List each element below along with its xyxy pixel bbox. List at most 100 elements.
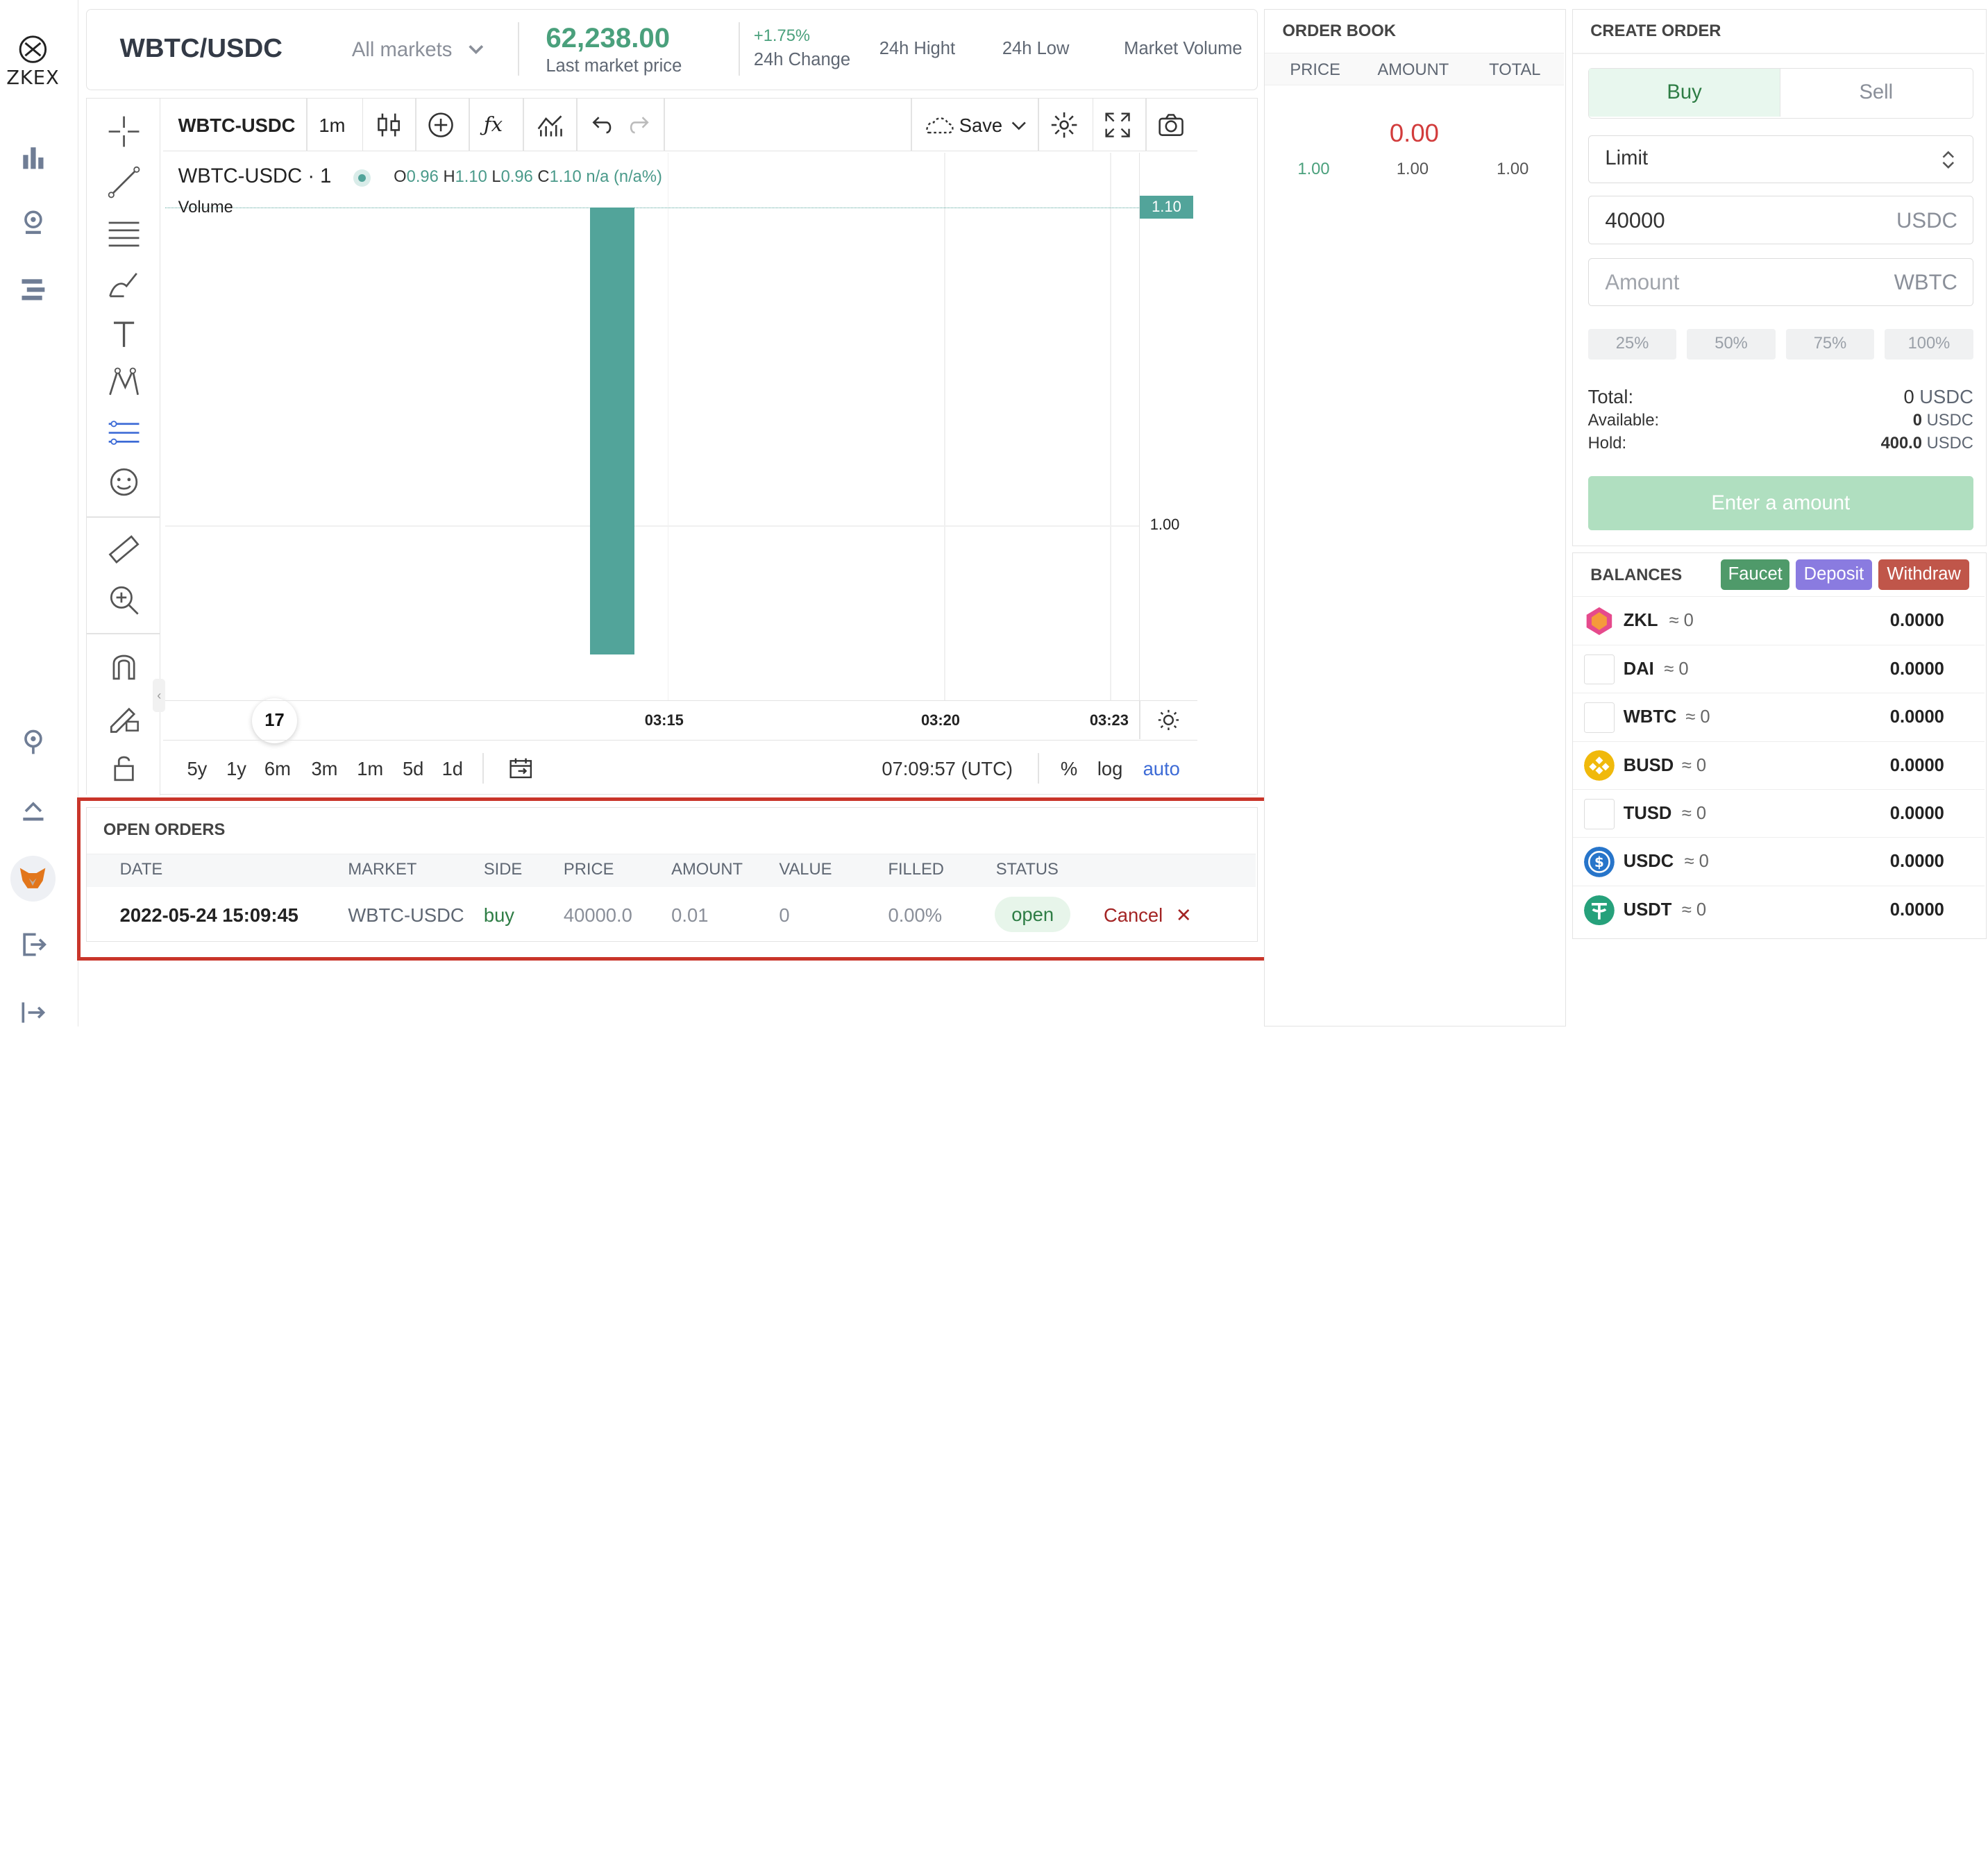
divider [362, 98, 364, 152]
tab-sell[interactable]: Sell [1780, 68, 1971, 117]
redo-icon[interactable] [625, 111, 652, 139]
amount-input[interactable]: Amount WBTC [1587, 257, 1973, 307]
range-1m[interactable]: 1m [357, 758, 384, 780]
ruler-icon[interactable] [106, 532, 142, 567]
left-nav: ZKEX [0, 0, 79, 1028]
bar-chart-icon[interactable] [18, 142, 49, 173]
brush-icon[interactable] [106, 266, 142, 301]
crosshair-icon[interactable] [106, 114, 142, 149]
chart-plot[interactable]: WBTC-USDC · 1 O0.96 H1.10 L0.96 C1.10 n/… [165, 153, 1140, 744]
indicators-icon[interactable]: ƒx [483, 112, 503, 136]
volume-label: Market Volume [1124, 38, 1242, 58]
wallet-icon[interactable] [18, 207, 49, 237]
logout-icon[interactable] [18, 929, 49, 960]
order-date: 2022-05-24 15:09:45 [119, 904, 298, 927]
range-5d[interactable]: 5d [402, 758, 424, 780]
range-3m[interactable]: 3m [311, 758, 338, 780]
cancel-label: Cancel [1103, 904, 1163, 927]
price-tag: 1.10 [1140, 196, 1193, 219]
list-icon[interactable] [18, 274, 49, 305]
divider [738, 22, 740, 76]
tradingview-logo[interactable]: 17 [251, 698, 298, 744]
expand-icon[interactable] [18, 997, 49, 1028]
column-header: DATE [119, 861, 163, 879]
logo-text: ZKEX [6, 67, 60, 89]
cloud-icon[interactable] [921, 111, 957, 139]
percent-scale-toggle[interactable]: % [1060, 758, 1078, 780]
utc-clock[interactable]: 07:09:57 (UTC) [882, 758, 1013, 780]
auto-scale-toggle[interactable]: auto [1143, 758, 1180, 780]
text-tool-icon[interactable] [106, 316, 142, 352]
compare-add-icon[interactable] [427, 111, 455, 139]
log-scale-toggle[interactable]: log [1097, 758, 1123, 780]
deposit-button[interactable]: Deposit [1796, 559, 1872, 591]
total-value: 0 [1903, 386, 1914, 408]
save-chevron-icon[interactable] [1010, 111, 1028, 139]
token-approx: ≈ 0 [1685, 707, 1710, 727]
tab-buy[interactable]: Buy [1588, 68, 1780, 117]
order-type-select[interactable]: Limit [1587, 135, 1973, 183]
wbtc-token-icon [1584, 702, 1615, 733]
order-book-header: PRICE AMOUNT TOTAL [1264, 52, 1564, 86]
chevron-down-icon[interactable] [467, 41, 485, 59]
column-header: AMOUNT [671, 861, 743, 879]
symbol-search[interactable]: WBTC-USDC [178, 115, 296, 137]
price-axis[interactable]: 1.10 1.00 [1139, 153, 1197, 701]
percent-50-button[interactable]: 50% [1687, 329, 1776, 360]
emoji-icon[interactable] [106, 464, 142, 500]
range-1d[interactable]: 1d [441, 758, 464, 780]
time-axis[interactable]: 03:15 03:20 03:23 [165, 700, 1198, 739]
upload-icon[interactable] [18, 796, 49, 827]
divider [415, 98, 417, 152]
price-input[interactable]: 40000 USDC [1587, 196, 1973, 244]
range-6m[interactable]: 6m [264, 758, 291, 780]
templates-icon[interactable] [536, 111, 564, 139]
pattern-icon[interactable] [106, 364, 142, 400]
token-approx: ≈ 0 [1664, 659, 1689, 679]
goto-date-icon[interactable] [508, 756, 534, 781]
usdt-token-icon [1584, 895, 1615, 926]
token-approx: ≈ 0 [1681, 804, 1707, 824]
unlock-icon[interactable] [106, 750, 142, 785]
metamask-avatar[interactable] [10, 855, 56, 902]
token-symbol: USDT [1623, 899, 1672, 920]
range-1y[interactable]: 1y [226, 758, 246, 780]
divider [523, 98, 525, 152]
percent-75-button[interactable]: 75% [1785, 329, 1875, 360]
fib-lines-icon[interactable] [106, 215, 142, 251]
markets-dropdown[interactable]: All markets [351, 38, 453, 61]
interval-selector[interactable]: 1m [319, 115, 346, 137]
divider [576, 98, 578, 152]
undo-icon[interactable] [589, 111, 616, 139]
faucet-button[interactable]: Faucet [1721, 559, 1790, 591]
chart-top-toolbar: WBTC-USDC 1m ƒx Save [162, 98, 1198, 152]
column-header: AMOUNT [1377, 60, 1449, 79]
percent-100-button[interactable]: 100% [1885, 329, 1973, 360]
axis-settings-icon[interactable] [1157, 709, 1180, 732]
withdraw-button[interactable]: Withdraw [1878, 559, 1970, 591]
zkex-logo-icon [19, 35, 47, 63]
magnet-icon[interactable] [106, 648, 142, 684]
prediction-icon[interactable] [106, 415, 142, 450]
location-icon[interactable] [18, 727, 49, 758]
collapse-toolbar-icon[interactable]: ‹ [153, 679, 166, 712]
submit-order-button[interactable]: Enter a amount [1587, 475, 1973, 531]
column-header: VALUE [779, 861, 832, 879]
token-symbol: BUSD [1623, 755, 1674, 775]
token-approx: ≈ 0 [1681, 755, 1707, 775]
settings-gear-icon[interactable] [1050, 111, 1078, 139]
token-symbol: ZKL [1623, 611, 1658, 631]
range-5y[interactable]: 5y [187, 758, 208, 780]
cancel-order-button[interactable]: Cancel ✕ [1104, 904, 1192, 927]
save-button[interactable]: Save [959, 115, 1003, 137]
total-label: Total: [1587, 386, 1634, 408]
ob-amount: 1.00 [1396, 160, 1429, 179]
candles-icon[interactable] [375, 111, 403, 139]
last-price-label: Last market price [546, 56, 682, 76]
lock-drawing-icon[interactable] [106, 699, 142, 734]
percent-25-button[interactable]: 25% [1587, 329, 1677, 360]
fullscreen-icon[interactable] [1104, 111, 1131, 139]
zoom-in-icon[interactable] [106, 582, 142, 618]
camera-icon[interactable] [1157, 111, 1185, 139]
trend-line-icon[interactable] [106, 164, 142, 200]
